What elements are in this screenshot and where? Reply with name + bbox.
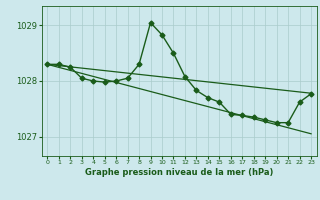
X-axis label: Graphe pression niveau de la mer (hPa): Graphe pression niveau de la mer (hPa) [85,168,273,177]
